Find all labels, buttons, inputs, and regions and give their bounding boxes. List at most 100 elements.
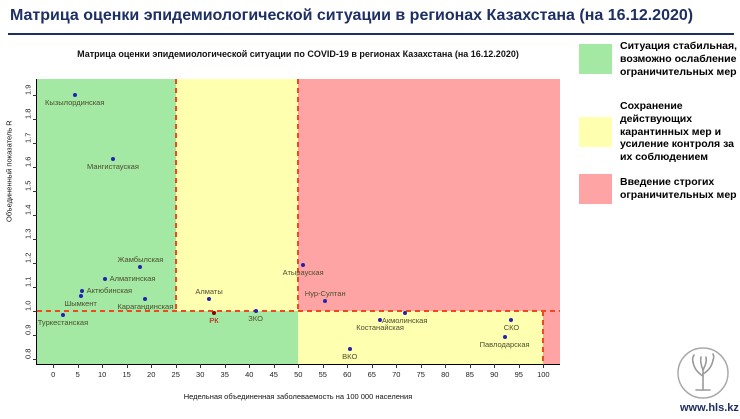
x-tick-mark — [469, 364, 471, 368]
x-tick-label: 0 — [51, 370, 56, 379]
data-point-ЗКО — [253, 308, 258, 313]
chart-title: Матрица оценки эпидемиологической ситуац… — [77, 49, 519, 59]
threshold-line-x25 — [174, 79, 177, 311]
y-tick-mark — [33, 310, 37, 312]
zone-red-upper — [298, 79, 560, 311]
x-tick-label: 15 — [122, 370, 131, 379]
x-tick-label: 30 — [196, 370, 205, 379]
website-link: www.hls.kz — [680, 402, 739, 414]
legend-item-yellow: Сохранение действующих карантинных мер и… — [579, 100, 740, 164]
legend-swatch-green — [579, 44, 612, 75]
zone-yellow-upper — [175, 79, 299, 311]
legend-swatch-yellow — [579, 116, 612, 147]
point-label-ВКО: ВКО — [342, 352, 358, 362]
legend-label-yellow: Сохранение действующих карантинных мер и… — [620, 100, 735, 164]
y-tick-mark — [33, 118, 37, 120]
point-label-Актюбинская: Актюбинская — [86, 286, 133, 296]
data-point-Акмолинская — [402, 311, 407, 316]
x-tick-mark — [322, 364, 324, 368]
y-tick-mark — [33, 190, 37, 192]
point-label-СКО: СКО — [503, 323, 520, 333]
point-label-Мангистауская: Мангистауская — [87, 162, 139, 172]
y-tick-mark — [33, 358, 37, 360]
y-tick-mark — [33, 166, 37, 168]
data-point-Туркестанская — [60, 313, 65, 318]
data-point-Костанайская — [378, 318, 383, 323]
x-tick-label: 20 — [147, 370, 156, 379]
x-tick-label: 80 — [441, 370, 450, 379]
y-tick-mark — [33, 214, 37, 216]
x-tick-label: 85 — [465, 370, 474, 379]
threshold-line-x100 — [542, 310, 545, 364]
point-label-Кызылординская: Кызылординская — [45, 97, 105, 107]
point-label-Нур-Султан: Нур-Султан — [304, 289, 346, 299]
point-label-Туркестанская: Туркестанская — [37, 318, 89, 328]
legend-item-green: Ситуация стабильная, возможно ослабление… — [579, 40, 740, 78]
x-tick-mark — [126, 364, 128, 368]
zone-red-lower — [543, 310, 560, 364]
y-tick-mark — [33, 238, 37, 240]
page-title: Матрица оценки эпидемиологической ситуац… — [10, 7, 694, 24]
x-tick-mark — [371, 364, 373, 368]
x-tick-label: 45 — [269, 370, 278, 379]
point-label-Карагандинская: Карагандинская — [117, 301, 174, 311]
x-tick-label: 95 — [514, 370, 523, 379]
data-point-Карагандинская — [143, 296, 148, 301]
data-point-Павлодарская — [502, 335, 507, 340]
x-tick-mark — [224, 364, 226, 368]
x-tick-mark — [200, 364, 202, 368]
point-label-Алматы: Алматы — [195, 286, 223, 296]
zone-yellow-lower — [298, 310, 544, 364]
x-tick-label: 60 — [343, 370, 352, 379]
legend-label-red: Введение строгих ограничительных мер — [620, 176, 737, 201]
data-point-Шымкент — [78, 294, 83, 299]
threshold-line-x50 — [297, 79, 300, 311]
x-tick-mark — [273, 364, 275, 368]
x-tick-mark — [445, 364, 447, 368]
y-tick-mark — [33, 286, 37, 288]
point-label-Костанайская: Костанайская — [356, 323, 404, 333]
x-tick-mark — [494, 364, 496, 368]
title-divider — [8, 33, 734, 35]
point-label-Шымкент: Шымкент — [64, 299, 97, 309]
x-tick-mark — [53, 364, 55, 368]
point-label-Жамбылская: Жамбылская — [117, 255, 164, 265]
point-label-Павлодарская: Павлодарская — [479, 340, 530, 350]
x-tick-label: 10 — [98, 370, 107, 379]
x-tick-mark — [77, 364, 79, 368]
scatter-plot: 0 5 10 15 20 25 30 35 40 45 50 55 60 65 70 75 80 85 90 95 10… — [24, 79, 560, 379]
data-point-Нур-Султан — [323, 299, 328, 304]
y-tick-mark — [33, 334, 37, 336]
data-point-Кызылординская — [72, 92, 77, 97]
x-axis-title: Недельная объединенная заболеваемость на… — [183, 392, 413, 401]
zone-green-lower — [37, 310, 299, 364]
x-tick-label: 75 — [416, 370, 425, 379]
x-tick-label: 65 — [367, 370, 376, 379]
x-tick-label: 55 — [318, 370, 327, 379]
x-tick-label: 25 — [171, 370, 180, 379]
point-label-РК: РК — [209, 316, 219, 326]
data-point-СКО — [509, 318, 514, 323]
point-label-Алматинская: Алматинская — [109, 274, 156, 284]
data-point-РК — [211, 311, 216, 316]
point-label-Атырауская: Атырауская — [282, 268, 324, 278]
x-tick-label: 100 — [537, 370, 550, 379]
data-point-Жамбылская — [138, 265, 143, 270]
x-tick-mark — [298, 364, 300, 368]
x-tick-label: 35 — [220, 370, 229, 379]
x-tick-label: 40 — [245, 370, 254, 379]
y-tick-mark — [33, 262, 37, 264]
data-point-Мангистауская — [110, 157, 115, 162]
x-tick-mark — [420, 364, 422, 368]
x-tick-mark — [518, 364, 520, 368]
x-tick-label: 50 — [294, 370, 303, 379]
hls-tree-logo-icon — [677, 347, 729, 399]
legend-item-red: Введение строгих ограничительных мер — [579, 174, 740, 204]
data-point-Алматы — [207, 296, 212, 301]
data-point-ВКО — [347, 347, 352, 352]
point-label-Акмолинская: Акмолинская — [381, 316, 428, 326]
y-tick-mark — [33, 94, 37, 96]
x-tick-mark — [102, 364, 104, 368]
x-tick-mark — [249, 364, 251, 368]
x-tick-label: 90 — [490, 370, 499, 379]
